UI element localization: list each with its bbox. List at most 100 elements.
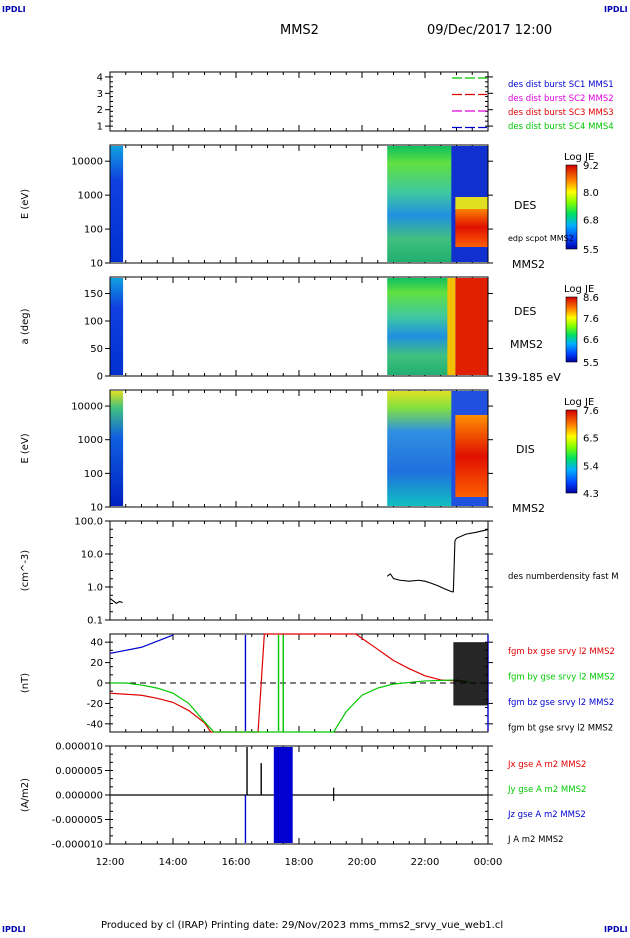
panel-dis-energy: 10 100 1000 10000 E (eV) Log JE 4.3 5.4 6.5 7.6 DI… [20,389,599,515]
colorbar [565,409,578,494]
panel-frame-overlay [109,144,489,264]
y-tick-label: 100.0 [74,517,103,528]
y-axis-label: a (deg) [20,308,31,344]
spectrogram-main-segment [387,391,454,506]
dis-hot-block [455,415,488,497]
footer-logo-left: IPDLI [2,925,26,934]
y-tick-label: 10.0 [81,550,103,561]
y-axis-label: E (eV) [20,189,31,219]
colorbar-tick-label: 8.6 [583,293,599,304]
y-tick-label: 100 [84,225,103,236]
field-line-1 [110,679,470,733]
panel-frame-overlay [109,389,489,508]
panel-frame [109,520,489,621]
colorbar-tick-label: 7.6 [583,406,599,417]
panel-des-pitch-angle: 0 50 100 150 a (deg) Log JE 5.5 6.6 7.6 8.6 DES MMS… [20,276,599,384]
legend-des-dist-burst-sc1-mms1: des dist burst SC1 MMS1 [508,80,614,90]
field-line-0 [109,633,470,733]
spectrogram-main-segment [387,146,454,262]
time-tick-label: 20:00 [348,857,377,868]
y-tick-label: 10 [90,503,103,514]
y-tick-label: 0 [97,372,103,383]
density-line-late [386,573,454,593]
legend-des-dist-burst-sc3-mms3: des dist burst SC3 MMS3 [508,108,614,118]
panel-label-des: DES [514,199,536,212]
legend-current-0: Jx gse A m2 MMS2 [507,760,586,770]
datetime-title: 09/Dec/2017 12:00 [427,23,552,38]
colorbar-tick-label: 5.4 [583,461,599,472]
footer-credit: Produced by cl (IRAP) Printing date: 29/… [101,920,503,931]
y-tick-label: 3 [97,89,103,100]
panel-current-density: -0.000010 -0.000005 0.000000 0.000005 0.0000… [20,742,586,851]
colorbar-tick-label: 5.5 [583,358,599,369]
colorbar [565,296,578,363]
y-tick-label: 0 [97,679,103,690]
panel-label-dis: DIS [516,443,535,456]
y-tick-label: 150 [84,289,103,300]
field-line-2 [109,634,174,654]
legend-field-2: fgm bz gse srvy l2 MMS2 [508,698,614,708]
colorbar-tick-label: 5.5 [583,245,599,256]
density-line-jump [452,529,489,593]
field-noise-block [453,642,488,706]
panel-label-mms2: MMS2 [510,338,543,351]
y-tick-label: 20 [90,658,103,669]
spectrogram-warm-band [455,197,488,209]
spectrogram-main-segment [387,278,454,375]
legend-field-0: fgm bx gse srvy l2 MMS2 [508,647,615,657]
y-tick-label: 1000 [78,191,103,202]
panel-burst-availability: 1 2 3 4 des dist burst SC1 MMS1 des dist burs… [97,71,614,133]
y-tick-label: 10 [90,259,103,270]
spectrogram-early-segment [110,278,124,375]
time-tick-label: 12:00 [96,857,125,868]
y-tick-label: 4 [97,72,103,83]
density-line-early [109,598,123,604]
legend-field-1: fgm by gse srvy l2 MMS2 [508,673,615,683]
y-tick-label: 1000 [78,435,103,446]
current-burst-blue [273,747,293,843]
legend-des-dist-burst-sc4-mms4: des dist burst SC4 MMS4 [508,122,614,132]
legend-des-dist-burst-sc2-mms2: des dist burst SC2 MMS2 [508,94,614,104]
panel-label-mms2: MMS2 [512,502,545,515]
logo-left: IPDLI [2,5,26,14]
y-tick-label: 0.000005 [55,766,103,777]
y-axis-label: (nT) [20,673,31,693]
colorbar-tick-label: 4.3 [583,489,599,500]
panel-magnetic-field: -40 -20 0 20 40 (nT) fgm bx gse srvy l2 MMS2 fg… [20,633,615,734]
pitch-red-segment [455,278,488,375]
colorbar-tick-label: 6.6 [583,335,599,346]
spectrogram-hot-block [455,207,488,247]
panel-number-density: 0.1 1.0 10.0 100.0 (cm^-3) des numberdensity … [20,517,619,627]
y-tick-label: -40 [87,719,103,730]
y-tick-label: -0.000005 [52,815,103,826]
y-tick-label: 0.000010 [55,742,103,753]
y-tick-label: 0.000000 [55,791,103,802]
colorbar-tick-label: 6.8 [583,215,599,226]
spectrogram-early-segment [110,391,124,506]
legend-density: des numberdensity fast M [508,572,619,582]
y-tick-label: 10000 [71,157,103,168]
y-axis-label: (A/m2) [20,778,31,812]
legend-current-3: J A m2 MMS2 [507,835,564,845]
y-tick-label: 40 [90,638,103,649]
panel-des-energy: 10 100 1000 10000 E (eV) Log JE 5.5 6.8 8.0 9.2 DE… [20,144,599,271]
colorbar-title: Log JE [564,152,594,163]
y-axis-label: (cm^-3) [20,550,31,591]
y-tick-label: 0.1 [87,616,103,627]
colorbar [565,164,578,250]
y-tick-label: 100 [84,469,103,480]
panel-label-des: DES [514,305,536,318]
time-tick-label: 16:00 [222,857,251,868]
colorbar-title: Log JE [564,284,594,295]
y-tick-label: 2 [97,105,103,116]
legend-current-1: Jy gse A m2 MMS2 [507,785,586,795]
colorbar-tick-label: 8.0 [583,188,599,199]
legend-current-2: Jz gse A m2 MMS2 [507,810,586,820]
time-tick-label: 22:00 [411,857,440,868]
y-tick-label: 1 [97,122,103,133]
y-tick-label: 10000 [71,402,103,413]
time-tick-label: 14:00 [159,857,188,868]
spacecraft-title: MMS2 [280,23,319,38]
